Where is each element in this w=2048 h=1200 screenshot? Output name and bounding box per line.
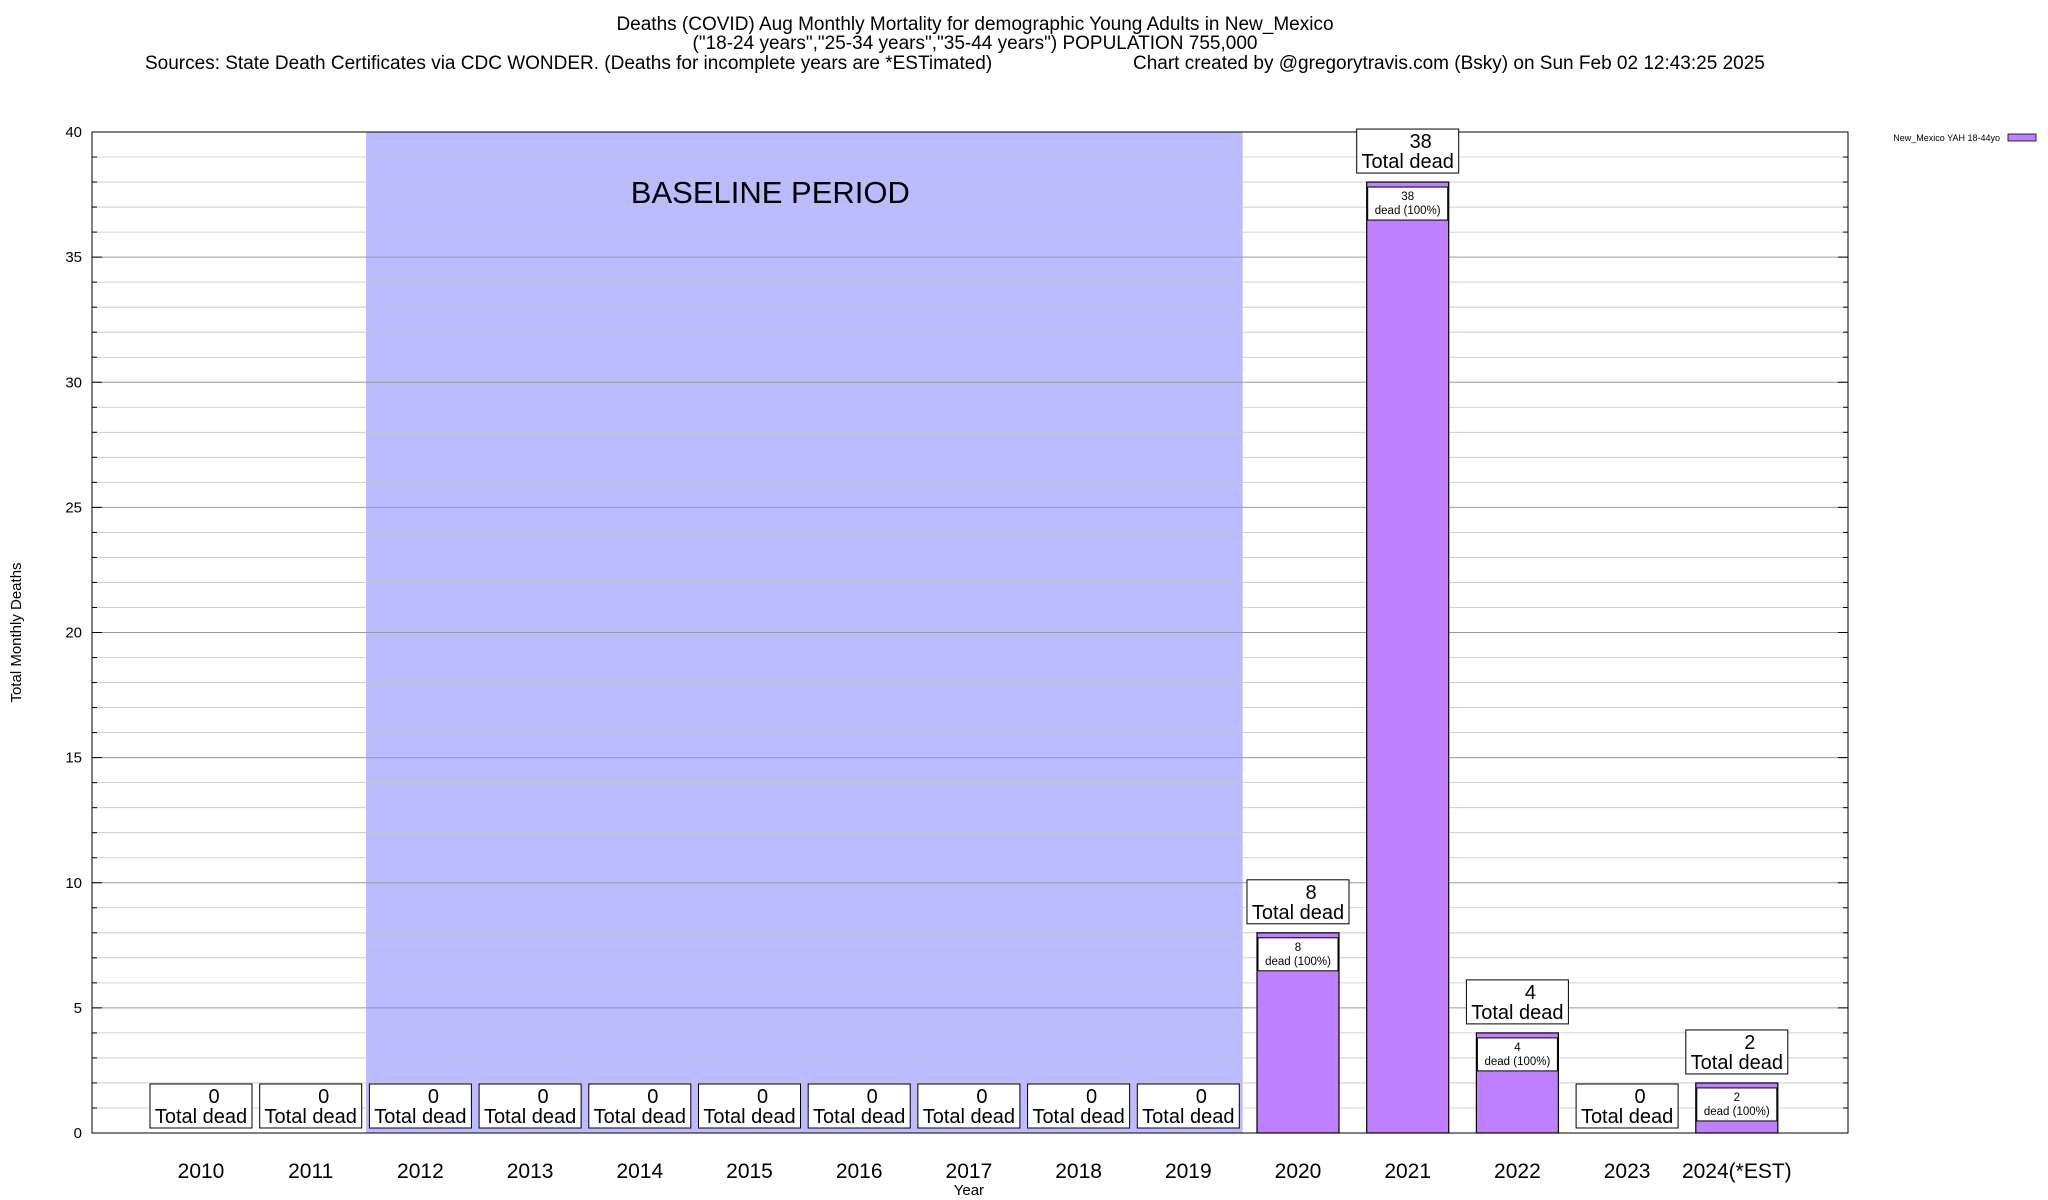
total-label-box — [478, 1083, 582, 1129]
x-tick-label: 2020 — [1275, 1160, 1322, 1183]
total-dead-label: Total dead — [1581, 1106, 1673, 1128]
total-value-label: 0 — [757, 1086, 768, 1108]
total-label-box — [1575, 1083, 1679, 1129]
segment-value-label: 38 — [1401, 191, 1414, 203]
total-value-label: 4 — [1525, 982, 1536, 1004]
total-value-label: 0 — [976, 1086, 987, 1108]
segment-value-label: 2 — [1734, 1092, 1740, 1104]
x-tick-label: 2012 — [397, 1160, 444, 1183]
segment-percent-label: dead (100%) — [1484, 1056, 1550, 1068]
segment-label-box — [1476, 1037, 1558, 1072]
total-label-box — [1027, 1083, 1131, 1129]
bar — [1366, 181, 1450, 1134]
x-tick-label: 2015 — [726, 1160, 773, 1183]
x-axis-label: Year — [954, 1182, 984, 1199]
total-label-box — [1465, 979, 1569, 1025]
total-dead-label: Total dead — [155, 1106, 247, 1128]
total-value-label: 0 — [1086, 1086, 1097, 1108]
total-label-box — [149, 1083, 253, 1129]
x-tick-label: 2023 — [1604, 1160, 1651, 1183]
legend-label: New_Mexico YAH 18-44yo — [1893, 133, 2000, 143]
segment-percent-label: dead (100%) — [1265, 956, 1331, 968]
y-tick-label: 5 — [74, 1000, 82, 1017]
chart-sources: Sources: State Death Certificates via CD… — [145, 53, 993, 74]
x-tick-label: 2017 — [946, 1160, 993, 1183]
total-dead-label: Total dead — [1032, 1106, 1124, 1128]
total-dead-label: Total dead — [1362, 151, 1454, 173]
total-value-label: 0 — [1196, 1086, 1207, 1108]
segment-percent-label: dead (100%) — [1375, 205, 1441, 217]
y-axis-label: Total Monthly Deaths — [8, 562, 25, 702]
baseline-period-label: BASELINE PERIOD — [631, 175, 910, 210]
total-dead-label: Total dead — [923, 1106, 1015, 1128]
total-value-label: 38 — [1410, 131, 1432, 153]
chart-credit: Chart created by @gregorytravis.com (Bsk… — [1133, 53, 1765, 74]
y-tick-label: 35 — [65, 249, 82, 266]
total-label-box — [1685, 1029, 1789, 1075]
segment-label-box — [1696, 1087, 1778, 1122]
total-value-label: 2 — [1744, 1032, 1755, 1054]
total-label-box — [807, 1083, 911, 1129]
total-label-box — [588, 1083, 692, 1129]
total-dead-label: Total dead — [265, 1106, 357, 1128]
segment-percent-label: dead (100%) — [1704, 1106, 1770, 1118]
y-tick-label: 25 — [65, 499, 82, 516]
total-label-box — [1356, 128, 1460, 174]
total-dead-label: Total dead — [484, 1106, 576, 1128]
x-tick-label: 2014 — [616, 1160, 663, 1183]
plot-frame — [91, 131, 1849, 1134]
total-dead-label: Total dead — [1691, 1052, 1783, 1074]
total-dead-label: Total dead — [1252, 902, 1344, 924]
total-label-box — [698, 1083, 801, 1129]
x-tick-label: 2021 — [1384, 1160, 1431, 1183]
x-tick-label: 2013 — [507, 1160, 554, 1183]
total-label-box — [259, 1083, 363, 1129]
x-tick-label: 2022 — [1494, 1160, 1541, 1183]
segment-value-label: 4 — [1514, 1042, 1521, 1054]
y-tick-label: 30 — [65, 374, 82, 391]
total-dead-label: Total dead — [813, 1106, 905, 1128]
segment-label-box — [1367, 186, 1449, 221]
x-tick-label: 2019 — [1165, 1160, 1212, 1183]
total-dead-label: Total dead — [594, 1106, 686, 1128]
total-dead-label: Total dead — [1142, 1106, 1234, 1128]
segment-value-label: 8 — [1295, 942, 1301, 954]
y-tick-label: 10 — [65, 875, 82, 892]
legend-swatch — [2007, 133, 2037, 142]
total-value-label: 0 — [1635, 1086, 1646, 1108]
total-value-label: 0 — [318, 1086, 329, 1108]
y-tick-label: 0 — [74, 1125, 82, 1142]
x-tick-label: 2018 — [1055, 1160, 1102, 1183]
total-value-label: 0 — [867, 1086, 878, 1108]
x-tick-label: 2011 — [288, 1160, 333, 1183]
total-label-box — [917, 1083, 1021, 1129]
total-dead-label: Total dead — [374, 1106, 466, 1128]
total-value-label: 8 — [1305, 882, 1316, 904]
chart-title: Deaths (COVID) Aug Monthly Mortality for… — [616, 14, 1334, 35]
x-tick-label: 2024(*EST) — [1682, 1160, 1792, 1183]
segment-label-box — [1257, 937, 1339, 972]
total-value-label: 0 — [428, 1086, 439, 1108]
total-label-box — [368, 1083, 472, 1129]
total-dead-label: Total dead — [703, 1106, 795, 1128]
total-value-label: 0 — [208, 1086, 219, 1108]
y-tick-label: 15 — [65, 750, 82, 767]
total-value-label: 0 — [538, 1086, 549, 1108]
total-dead-label: Total dead — [1471, 1002, 1563, 1024]
total-value-label: 0 — [647, 1086, 658, 1108]
x-tick-label: 2016 — [836, 1160, 883, 1183]
chart-subtitle: ("18-24 years","25-34 years","35-44 year… — [692, 33, 1258, 54]
x-tick-label: 2010 — [178, 1160, 225, 1183]
total-label-box — [1136, 1083, 1240, 1129]
y-tick-label: 40 — [65, 124, 82, 141]
y-tick-label: 20 — [65, 625, 82, 642]
total-label-box — [1246, 879, 1350, 925]
